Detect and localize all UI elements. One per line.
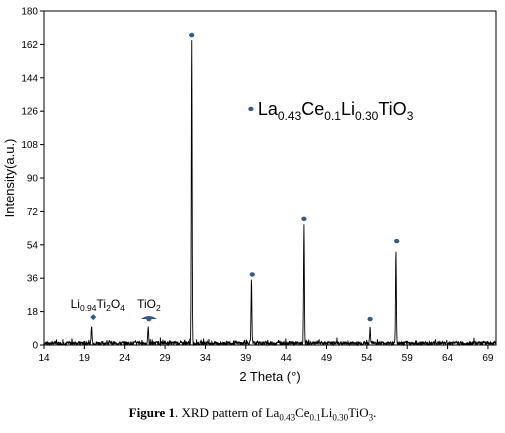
caption-text: TiO <box>348 405 369 420</box>
peak-marker <box>367 316 373 322</box>
y-tick-label: 126 <box>21 107 38 118</box>
plot-area <box>43 10 497 346</box>
y-tick-label: 18 <box>27 307 39 318</box>
caption-text: . <box>373 405 377 420</box>
y-tick-label: 54 <box>27 240 39 251</box>
figure-caption: Figure 1. XRD pattern of La0.43Ce0.1Li0.… <box>0 405 505 423</box>
y-tick-label: 144 <box>21 73 38 84</box>
peak-marker <box>189 32 195 38</box>
peak-marker <box>394 238 400 244</box>
peak-marker <box>249 272 255 277</box>
x-tick-label: 44 <box>281 353 293 364</box>
caption-sub: 3 <box>368 412 374 423</box>
caption-text: Li <box>320 405 333 420</box>
caption-sub: 0.30 <box>332 412 349 423</box>
li-titanate-label: Li0.94Ti2O4 <box>71 297 126 313</box>
x-tick-label: 14 <box>38 353 50 364</box>
x-tick-label: 59 <box>402 353 414 364</box>
caption-sub: 0.1 <box>309 412 321 423</box>
y-axis-label: Intensity(a.u.) <box>2 139 17 218</box>
y-axis-ticks: 0 18 36 54 72 90 108 126 144 162 180 <box>21 7 44 352</box>
x-tick-label: 29 <box>160 353 172 364</box>
peak-markers <box>146 32 400 322</box>
xrd-pattern-line <box>43 40 497 347</box>
legend-marker <box>248 106 254 112</box>
caption-sub: 0.43 <box>279 412 296 423</box>
x-tick-label: 54 <box>361 353 373 364</box>
plot-frame <box>43 10 497 346</box>
y-tick-label: 90 <box>27 174 39 185</box>
y-tick-label: 0 <box>32 341 38 352</box>
x-tick-label: 34 <box>200 353 212 364</box>
x-tick-label: 19 <box>79 353 91 364</box>
y-tick-label: 72 <box>27 207 39 218</box>
caption-text: . XRD pattern of La <box>175 405 280 420</box>
caption-text: Ce <box>295 405 310 420</box>
phase-annotations: La0.43Ce0.1Li0.30TiO3 Li0.94Ti2O4 TiO2 <box>71 99 414 321</box>
peak-marker <box>301 216 307 222</box>
y-tick-label: 36 <box>27 274 39 285</box>
xrd-chart: 0 18 36 54 72 90 108 126 144 162 180 14 19 24 29 34 39 4… <box>2 7 497 384</box>
y-tick-label: 108 <box>21 140 38 151</box>
tio2-marker <box>140 316 157 320</box>
x-tick-label: 49 <box>321 353 333 364</box>
x-tick-label: 24 <box>119 353 131 364</box>
tio2-label: TiO2 <box>137 297 161 313</box>
y-tick-label: 180 <box>21 7 38 18</box>
x-tick-label: 69 <box>482 353 494 364</box>
li-titanate-marker <box>90 314 97 321</box>
main-phase-label: La0.43Ce0.1Li0.30TiO3 <box>258 99 414 123</box>
y-tick-label: 162 <box>21 40 38 51</box>
caption-label: Figure 1 <box>128 405 175 420</box>
x-axis-label: 2 Theta (°) <box>239 369 300 384</box>
x-tick-label: 64 <box>442 353 454 364</box>
x-axis-ticks: 14 19 24 29 34 39 44 49 54 59 64 69 <box>38 345 494 364</box>
x-tick-label: 39 <box>240 353 252 364</box>
